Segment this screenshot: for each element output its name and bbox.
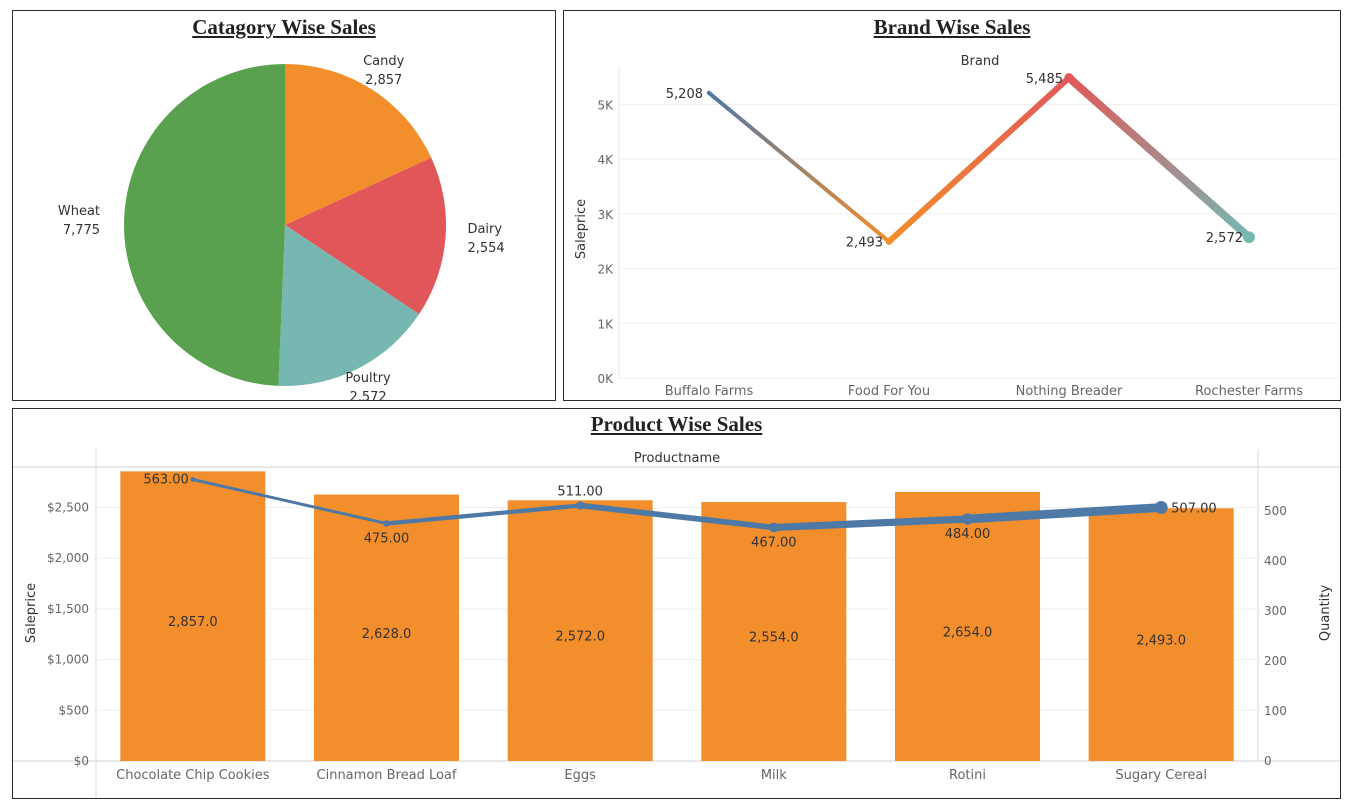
brand-y-axis-label: Saleprice — [574, 199, 589, 259]
quantity-label-milk: 467.00 — [751, 536, 797, 551]
brand-y-tick-label: 2K — [597, 263, 614, 277]
product-x-tick-milk: Milk — [761, 768, 787, 783]
quantity-label-eggs: 511.00 — [557, 485, 603, 500]
brand-y-tick-label: 1K — [597, 317, 614, 331]
product-y-left-tick: $1,000 — [47, 653, 89, 667]
product-combo-chart: Productname Saleprice Quantity $0 $500 $1,… — [13, 449, 1340, 798]
category-pie-chart: Candy 2,857 Dairy 2,554 Poultry 2,572 Wheat 7,7… — [58, 54, 505, 401]
product-bar-label-eggs: 2,572.0 — [555, 630, 605, 645]
brand-point-buffalo-farms — [707, 90, 711, 95]
product-x-tick-rotini: Rotini — [949, 768, 986, 783]
brand-data-label-food-for-you: 2,493 — [846, 236, 883, 251]
product-bar-label-milk: 2,554.0 — [749, 631, 799, 646]
product-bar-rotini — [895, 491, 1040, 761]
brand-data-label-nothing-breader: 5,485 — [1026, 72, 1063, 87]
quantity-point-sugary-cereal — [1154, 501, 1168, 514]
brand-x-tick-rochester-farms: Rochester Farms — [1195, 384, 1303, 399]
product-bar-eggs — [507, 500, 653, 761]
product-y-left-tick: $2,000 — [47, 551, 89, 565]
quantity-line-segment — [384, 503, 583, 526]
brand-y-tick-label: 0K — [597, 372, 614, 386]
product-bar-label-sugary-cereal: 2,493.0 — [1136, 634, 1186, 649]
quantity-label-cinnamon-bread-loaf: 475.00 — [364, 532, 410, 547]
pie-label-poultry: Poultry — [345, 371, 391, 386]
brand-x-tick-food-for-you: Food For You — [848, 384, 930, 399]
quantity-line-segment — [577, 502, 777, 531]
pie-label-candy: Candy — [363, 54, 405, 69]
product-bar-label-cinnamon-bread-loaf: 2,628.0 — [362, 627, 412, 642]
product-y-right-tick: 300 — [1264, 604, 1287, 618]
product-y-left-tick: $0 — [74, 754, 89, 768]
brand-y-tick-label: 5K — [597, 98, 614, 112]
product-y-left-tick: $1,500 — [47, 602, 89, 616]
brand-line-segment — [707, 90, 891, 244]
product-bar-label-chocolate-chip-cookies: 2,857.0 — [168, 615, 218, 630]
pie-label-dairy: Dairy — [467, 222, 502, 237]
pie-value-wheat: 7,775 — [63, 223, 100, 238]
brand-y-tick-label: 4K — [597, 153, 614, 167]
pie-slice-dairy — [285, 157, 447, 315]
brand-line-segment — [886, 74, 1072, 245]
quantity-point-chocolate-chip-cookies — [190, 477, 196, 482]
product-y-right-label: Quantity — [1318, 585, 1333, 641]
product-y-left-label: Saleprice — [24, 583, 39, 643]
product-x-tick-chocolate-chip-cookies: Chocolate Chip Cookies — [116, 768, 270, 783]
quantity-point-eggs — [576, 501, 585, 510]
brand-line-chart: Brand Saleprice 0K 1K 2K 3K 4K 5K Buffalo Farm… — [574, 54, 1339, 399]
category-sales-panel: Catagory Wise Sales Candy 2,857 Dairy 2,554… — [12, 10, 556, 401]
quantity-point-milk — [768, 522, 779, 533]
pie-value-candy: 2,857 — [365, 73, 402, 88]
pie-value-poultry: 2,572 — [349, 390, 386, 401]
brand-header: Brand — [961, 54, 1000, 69]
brand-line-segment — [1065, 73, 1253, 242]
product-bar-milk — [701, 502, 847, 761]
product-bar-chocolate-chip-cookies — [120, 471, 266, 761]
quantity-line-segment — [770, 515, 972, 532]
brand-data-label-rochester-farms: 2,572 — [1206, 231, 1243, 246]
product-y-left-tick: $500 — [58, 703, 89, 717]
product-y-right-tick: 100 — [1264, 704, 1287, 718]
product-x-tick-eggs: Eggs — [564, 768, 596, 783]
quantity-line-segment — [963, 503, 1166, 524]
quantity-label-rotini: 484.00 — [945, 527, 991, 542]
quantity-label-sugary-cereal: 507.00 — [1171, 502, 1217, 517]
brand-x-tick-nothing-breader: Nothing Breader — [1016, 384, 1123, 399]
product-y-right-tick: 400 — [1264, 554, 1287, 568]
quantity-point-cinnamon-bread-loaf — [383, 520, 390, 527]
category-chart-title: Catagory Wise Sales — [192, 15, 376, 39]
pie-slice-poultry — [278, 225, 420, 386]
quantity-label-chocolate-chip-cookies: 563.00 — [143, 473, 189, 488]
brand-point-food-for-you — [885, 238, 893, 245]
product-bar-cinnamon-bread-loaf — [314, 494, 459, 761]
product-y-left-tick: $2,500 — [47, 501, 89, 515]
product-x-tick-sugary-cereal: Sugary Cereal — [1115, 768, 1207, 783]
product-bar-label-rotini: 2,654.0 — [943, 625, 993, 640]
brand-x-tick-buffalo-farms: Buffalo Farms — [665, 384, 754, 399]
quantity-point-rotini — [961, 513, 974, 525]
pie-slice-wheat — [123, 64, 285, 386]
pie-label-wheat: Wheat — [58, 204, 100, 219]
product-y-right-tick: 0 — [1264, 754, 1272, 768]
brand-point-rochester-farms — [1243, 231, 1255, 244]
brand-chart-title: Brand Wise Sales — [873, 15, 1031, 39]
brand-data-label-buffalo-farms: 5,208 — [666, 87, 703, 102]
product-y-right-tick: 200 — [1264, 654, 1287, 668]
brand-sales-panel: Brand Wise Sales Brand Saleprice 0K 1K 2K 3… — [563, 10, 1341, 401]
product-header: Productname — [634, 451, 720, 466]
product-sales-panel: Product Wise Sales Productname Saleprice… — [12, 408, 1341, 799]
brand-point-nothing-breader — [1064, 73, 1074, 83]
product-y-right-tick: 500 — [1264, 504, 1287, 518]
pie-value-dairy: 2,554 — [467, 241, 504, 256]
product-chart-title: Product Wise Sales — [590, 412, 763, 436]
product-bar-sugary-cereal — [1088, 508, 1234, 761]
pie-slice-candy — [285, 64, 432, 225]
brand-y-tick-label: 3K — [597, 208, 614, 222]
product-x-tick-cinnamon-bread-loaf: Cinnamon Bread Loaf — [317, 768, 457, 783]
quantity-line-segment — [191, 478, 388, 525]
